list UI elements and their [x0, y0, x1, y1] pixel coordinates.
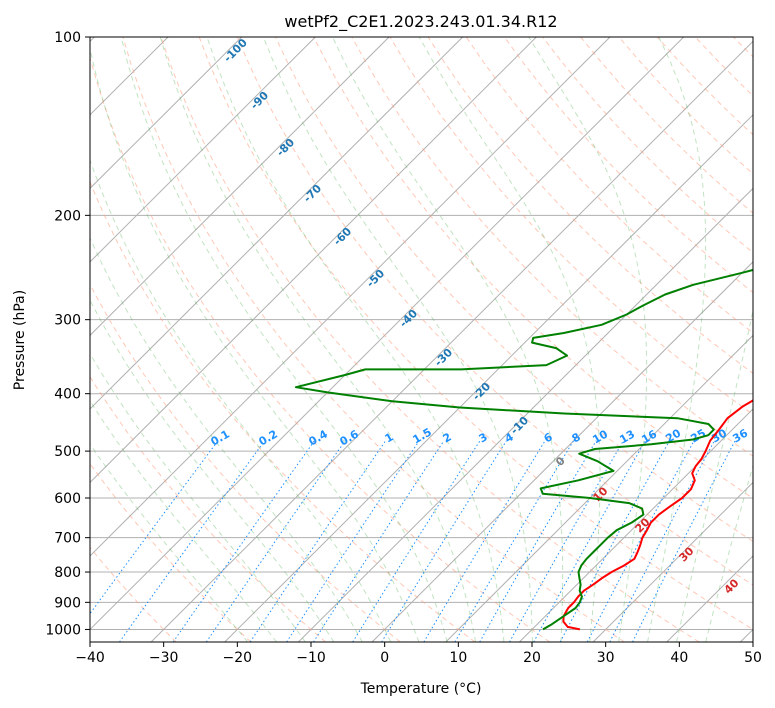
x-tick-label: −10	[296, 650, 326, 666]
temperature-profile-line	[562, 399, 753, 631]
x-tick-label: −30	[149, 650, 179, 666]
x-tick-label: 50	[744, 650, 762, 666]
y-tick-label: 300	[54, 313, 81, 329]
moist-adiabat-line	[90, 400, 277, 642]
y-tick-label: 1000	[45, 622, 81, 638]
x-tick-label: 20	[523, 650, 541, 666]
dry-adiabat-line	[90, 375, 326, 642]
background-lines	[90, 37, 753, 642]
moist-adiabat-line	[418, 37, 601, 642]
plot-frame	[89, 36, 754, 643]
dry-adiabat-line	[90, 546, 177, 642]
mixing-ratio-line	[423, 440, 546, 642]
mixing-ratio-line	[119, 440, 266, 642]
x-tick-label: 30	[597, 650, 615, 666]
mixing-ratio-line	[172, 440, 316, 642]
moist-adiabat-line	[528, 37, 648, 642]
isotherm-line	[150, 40, 753, 642]
isotherm-line	[90, 37, 390, 337]
axes: −40 −30 −20 −10 0 10 20 30 40 50 100 200 300 400 500 60…	[45, 30, 762, 666]
y-tick-label: 600	[54, 491, 81, 507]
data-series	[294, 268, 753, 631]
mixing-ratio-line	[286, 440, 420, 642]
mixing-ratio-line	[533, 440, 646, 642]
y-tick-label: 700	[54, 531, 81, 547]
isotherm-line	[519, 408, 753, 642]
y-tick-label: 900	[54, 595, 81, 611]
y-axis-label: Pressure (hPa)	[12, 290, 28, 390]
dry-adiabat-line	[90, 180, 476, 642]
x-tick-label: 0	[380, 650, 389, 666]
mixing-ratio-line	[559, 440, 671, 642]
y-tick-label: 400	[54, 387, 81, 403]
dry-adiabat-line	[90, 462, 252, 642]
mixing-ratio-line	[313, 440, 445, 642]
mixing-ratio-line	[454, 440, 575, 642]
dry-adiabat-line	[236, 37, 753, 586]
mixing-ratio-line	[479, 440, 597, 642]
moist-adiabat-line	[120, 37, 448, 642]
isotherm-line	[90, 37, 537, 484]
moist-adiabat-line	[90, 158, 392, 642]
mixing-ratio-line	[352, 440, 481, 642]
chart-title: wetPf2_C2E1.2023.243.01.34.R12	[284, 12, 557, 32]
mixing-ratio-line	[249, 440, 387, 642]
isotherm-line	[445, 334, 753, 642]
moist-adiabat-line	[647, 37, 707, 642]
dry-adiabat-line	[503, 37, 753, 294]
x-tick-label: 40	[670, 650, 688, 666]
isotherm-line	[90, 37, 464, 410]
isotherm-line	[90, 37, 243, 190]
isotherm-line	[90, 37, 611, 557]
dry-adiabat-line	[122, 37, 625, 642]
dry-adiabat-line	[90, 55, 550, 642]
mixing-ratio-line	[90, 440, 219, 615]
x-tick-label: −20	[223, 650, 253, 666]
dewpoint-profile-line	[294, 268, 753, 631]
isotherm-line	[371, 261, 753, 642]
moist-adiabat-line	[262, 37, 533, 642]
moist-adiabat-line	[90, 236, 363, 642]
isotherm-line	[90, 37, 316, 263]
y-tick-label: 100	[54, 30, 81, 46]
dry-adiabat-line	[160, 37, 700, 642]
mixing-ratio-line	[509, 440, 624, 642]
dry-adiabat-line	[90, 283, 401, 642]
isotherm-line	[224, 114, 753, 642]
dry-adiabat-line	[389, 37, 753, 416]
x-axis-label: Temperature (°C)	[360, 681, 482, 697]
y-tick-label: 200	[54, 208, 81, 224]
x-tick-label: −40	[75, 650, 105, 666]
isotherm-line	[90, 37, 685, 631]
moist-adiabat-line	[332, 37, 564, 642]
mixing-ratio-line	[381, 440, 507, 642]
x-tick-label: 10	[449, 650, 467, 666]
moist-adiabat-line	[90, 46, 420, 642]
y-tick-label: 500	[54, 444, 81, 460]
y-tick-label: 800	[54, 565, 81, 581]
dry-adiabat-line	[275, 37, 753, 542]
isotherm-line	[592, 481, 753, 642]
moist-adiabat-line	[90, 443, 249, 642]
moist-adiabat-line	[159, 37, 476, 642]
dry-adiabat-line	[427, 37, 753, 374]
